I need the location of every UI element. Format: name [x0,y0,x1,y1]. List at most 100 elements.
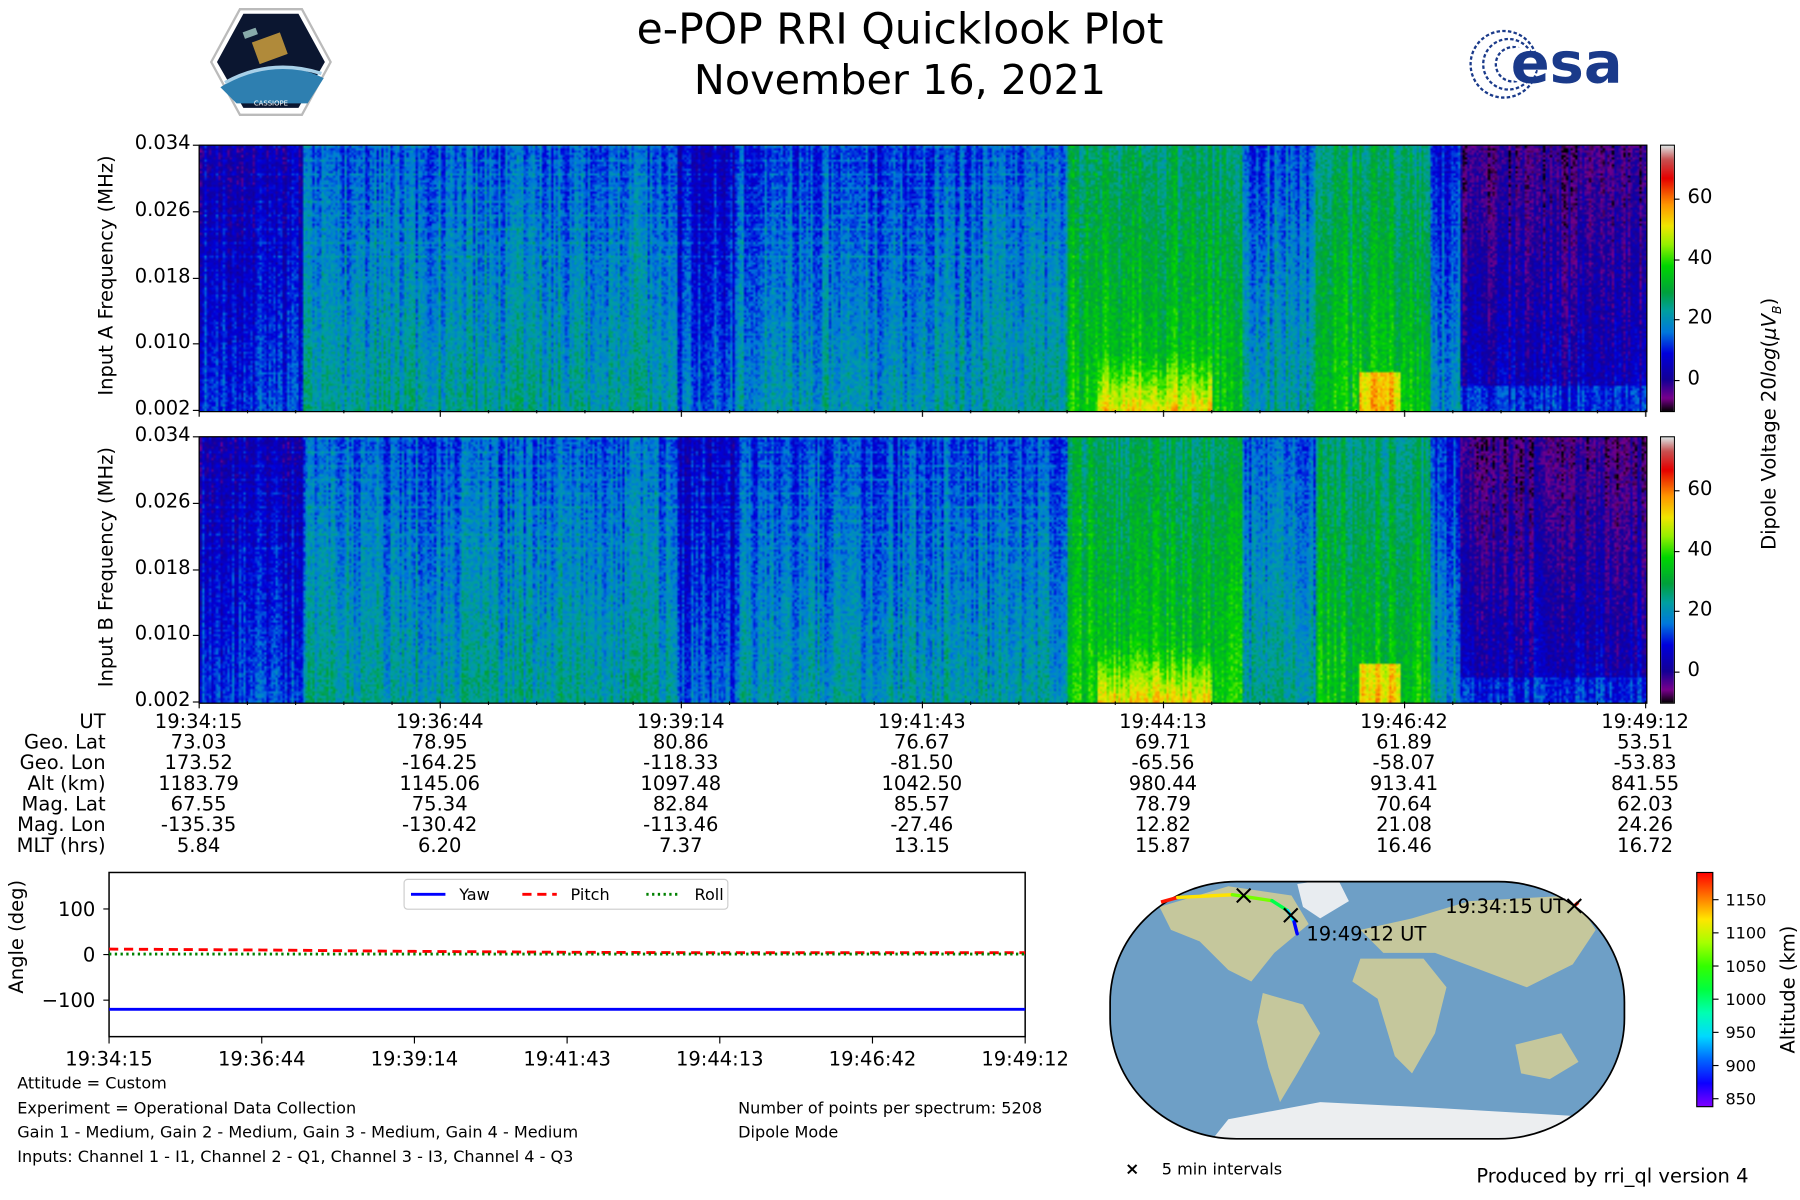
ytick-label: 0.002 [134,688,191,712]
start-marker-icon [1566,898,1582,914]
attitude-legend: Yaw Pitch Roll [403,878,729,910]
end-time-label: 19:49:12 UT [1306,923,1426,946]
colorbar-tick-label: 1100 [1725,924,1766,943]
table-cell: 82.84 [652,793,709,817]
landmass [1352,958,1447,1074]
orbit-track-segment [1176,892,1235,900]
note-gains: Gain 1 - Medium, Gain 2 - Medium, Gain 3… [17,1123,579,1143]
table-cell: 75.34 [411,793,468,817]
orbit-track-segment [1160,895,1179,904]
xtick-major [921,701,923,709]
table-cell: 61.89 [1376,731,1432,755]
ytick-label: 0.002 [134,397,191,421]
svg-text:CASSIOPE: CASSIOPE [254,100,288,108]
table-cell: 73.03 [170,731,227,755]
legend-roll-label: Roll [695,885,724,904]
xtick-minor [1452,409,1454,414]
landmass [1515,1033,1579,1080]
orbit-track-segment [1230,892,1274,903]
table-row-label: Mag. Lon [17,813,106,837]
ytick-mark [192,436,199,438]
table-row-label: Mag. Lat [21,793,106,817]
table-cell: -135.35 [160,813,237,837]
table-cell: 7.37 [659,834,703,858]
table-cell: 21.08 [1376,813,1432,837]
ytick-mark [192,568,199,570]
xtick-major [1645,409,1647,417]
xtick-minor [1114,701,1116,705]
xtick-minor [1259,701,1261,705]
table-cell: -113.46 [643,813,719,837]
table-cell: 53.51 [1617,731,1674,755]
xtick-minor [343,409,345,414]
xtick-minor [1018,409,1020,414]
xtick-major [439,409,441,417]
legend-interval-label: 5 min intervals [1162,1159,1282,1178]
table-cell: -164.25 [402,751,478,775]
colorbar-tick-label: 60 [1687,477,1713,501]
altitude-colorbar-label: Altitude (km) [1776,926,1799,1054]
ytick-label: 0.034 [134,132,191,155]
attitude-ylabel: Angle (deg) [5,879,29,994]
xtick-minor [1307,701,1309,705]
xtick-minor [295,701,297,705]
figure-date: November 16, 2021 [693,57,1107,105]
xtick-minor [825,409,827,414]
ytick-mark [192,277,199,279]
xtick-major [1162,701,1165,709]
start-time-label: 19:34:15 UT [1445,895,1565,918]
xtick-minor [873,409,875,414]
table-cell: -81.50 [890,751,954,775]
colorbar-tick-mark [1673,319,1680,321]
colorbar-tick-mark [1673,198,1680,201]
xtick-label: 19:34:15 [65,1047,153,1070]
table-cell: -65.56 [1131,751,1195,775]
xtick-major [1404,701,1406,709]
colorbar-tick-label: 0 [1687,367,1700,391]
colorbar-tick-label: 1050 [1725,957,1766,976]
xtick-minor [777,409,779,414]
table-row-label: Alt (km) [27,772,106,796]
xtick-minor [295,409,297,414]
table-cell: 19:34:15 [154,710,243,734]
spectrogram-input-a [198,144,1648,413]
xtick-label: 19:49:12 [981,1047,1069,1070]
xtick-minor [246,409,248,414]
xtick-major [680,409,682,417]
xtick-major [921,409,923,417]
xtick-minor [1596,409,1599,414]
xtick-minor [632,701,634,705]
table-row-label: UT [79,710,106,734]
table-cell: 19:49:12 [1601,710,1689,734]
colorbar-tick-label: 20 [1687,598,1713,622]
colorbar-tick-label: 1000 [1725,990,1766,1009]
colorbar-tick-mark [1673,379,1680,381]
table-cell: 13.15 [893,834,950,858]
table-row-label: Geo. Lon [19,751,106,775]
figure-title: e-POP RRI Quicklook Plot [636,4,1164,54]
colorbar-tick-label: 20 [1687,306,1713,330]
xtick-label: 19:36:44 [218,1047,306,1070]
colorbar-b [1660,436,1675,704]
map-border [1109,880,1626,1140]
colorbar-tick-mark [1673,490,1680,492]
table-cell: 16.72 [1617,834,1674,858]
xtick-minor [1066,701,1068,705]
spectrogram-input-b [198,436,1648,704]
xtick-major [198,409,200,417]
table-cell: -27.46 [890,813,954,837]
orbit-track-segment [1292,920,1299,936]
xtick-minor [1307,409,1309,414]
produced-by: Produced by rri_ql version 4 [1476,1165,1749,1189]
xtick-minor [391,409,393,414]
xtick-minor [1548,701,1550,705]
legend-yaw-label: Yaw [458,885,490,904]
xtick-label: 19:44:13 [676,1047,764,1070]
table-cell: 841.55 [1610,772,1680,796]
landmass [1360,895,1596,988]
xtick-major [439,701,441,709]
xtick-minor [1211,701,1213,705]
table-cell: 78.79 [1134,793,1191,817]
xtick-minor [728,409,731,414]
